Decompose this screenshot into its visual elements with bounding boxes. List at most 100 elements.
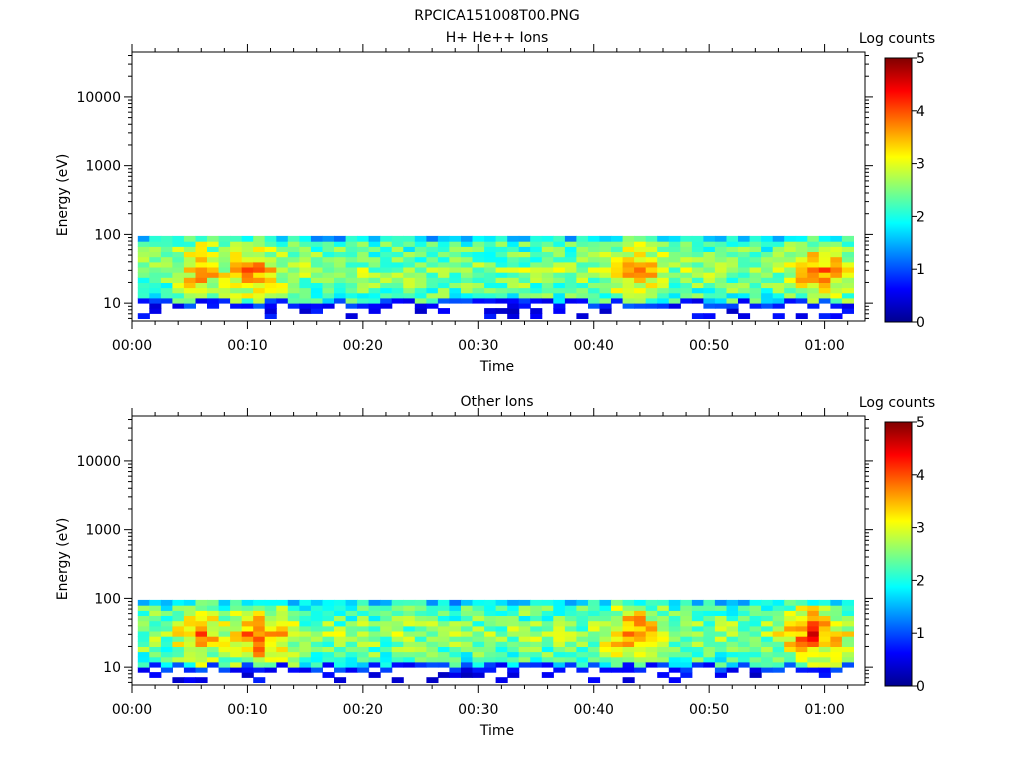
heat-cell [149,610,162,616]
heat-cell [241,630,254,637]
heat-cell [461,625,474,632]
heat-cell [691,646,704,653]
heat-cell [738,287,751,294]
heat-cell [714,666,727,673]
heat-cell [472,656,485,663]
heat-cell [530,287,543,294]
heat-cell [507,261,520,268]
heat-cell [414,656,427,663]
heat-cell [345,630,358,637]
heat-cell [172,599,185,606]
heat-cell [553,656,566,663]
heat-cell [680,610,693,616]
heat-cell [357,646,370,653]
y-axis-label: Energy (eV) [55,154,71,237]
heat-cell [403,615,416,622]
heat-cell [703,620,716,627]
heat-cell [495,605,508,611]
heat-cell [391,656,404,663]
heat-cell [541,620,554,627]
heat-cell [345,287,358,294]
x-tick-label: 01:00 [804,338,844,354]
heat-cell [703,313,716,319]
heat-cell [588,630,601,637]
heat-cell [772,599,785,606]
heat-cell [484,646,497,653]
heat-cell [368,302,381,309]
heat-cell [137,610,150,616]
colorbar-tick-label: 3 [916,521,925,537]
heat-cell [588,297,601,304]
heat-cell [634,246,647,252]
heat-cell [761,292,774,299]
heat-cell [714,302,727,309]
heat-cell [310,641,323,647]
heat-cell [530,308,543,314]
heat-cell [761,277,774,283]
heat-cell [137,661,150,668]
heat-cell [241,605,254,611]
heat-cell [518,610,531,616]
heat-cell [703,261,716,268]
heat-cell [772,251,785,258]
heat-cell [668,636,681,642]
heat-cell [726,261,739,268]
heat-cell [680,641,693,647]
heat-cell [380,266,393,273]
heat-cell [588,292,601,299]
heat-cell [518,292,531,299]
heat-cell [322,256,335,263]
heat-cell [668,277,681,283]
heat-cell [761,246,774,252]
heat-cell [495,241,508,247]
heat-cell [703,599,716,606]
heat-cell [183,646,196,653]
heat-cell [253,297,266,304]
heat-cell [137,605,150,611]
heat-cell [541,282,554,289]
y-tick-label: 10 [103,660,121,676]
heat-cell [703,266,716,273]
heat-cell [830,251,843,258]
heat-cell [334,677,347,683]
heat-cell [195,625,208,632]
heat-cell [414,261,427,268]
heat-cell [183,287,196,294]
heat-cell [795,651,808,658]
heat-cell [830,241,843,247]
heat-cell [334,615,347,622]
heat-cell [645,266,658,273]
x-tick-label: 01:00 [804,702,844,718]
heat-cell [784,641,797,647]
heat-cell [472,672,485,678]
heat-cell [749,261,762,268]
heat-cell [449,251,462,258]
heat-cell [472,605,485,611]
heat-cell [564,615,577,622]
heat-cell [703,636,716,642]
heat-cell [680,256,693,263]
heat-cell [668,251,681,258]
heat-cell [576,287,589,294]
heat-cell [830,266,843,273]
heat-cell [276,241,289,247]
heat-cell [253,599,266,606]
heat-cell [241,297,254,304]
heat-cell [518,266,531,273]
heat-cell [149,620,162,627]
heat-cell [172,630,185,637]
heat-cell [726,636,739,642]
heat-cell [611,277,624,283]
heat-cell [287,661,300,668]
heat-cell [368,235,381,242]
heat-cell [149,277,162,283]
heat-cell [322,272,335,278]
heat-cell [576,641,589,647]
heat-cell [449,292,462,299]
heat-cell [599,287,612,294]
heat-cell [484,266,497,273]
heat-cell [703,292,716,299]
heat-cell [218,287,231,294]
heat-cell [449,605,462,611]
heat-cell [830,646,843,653]
